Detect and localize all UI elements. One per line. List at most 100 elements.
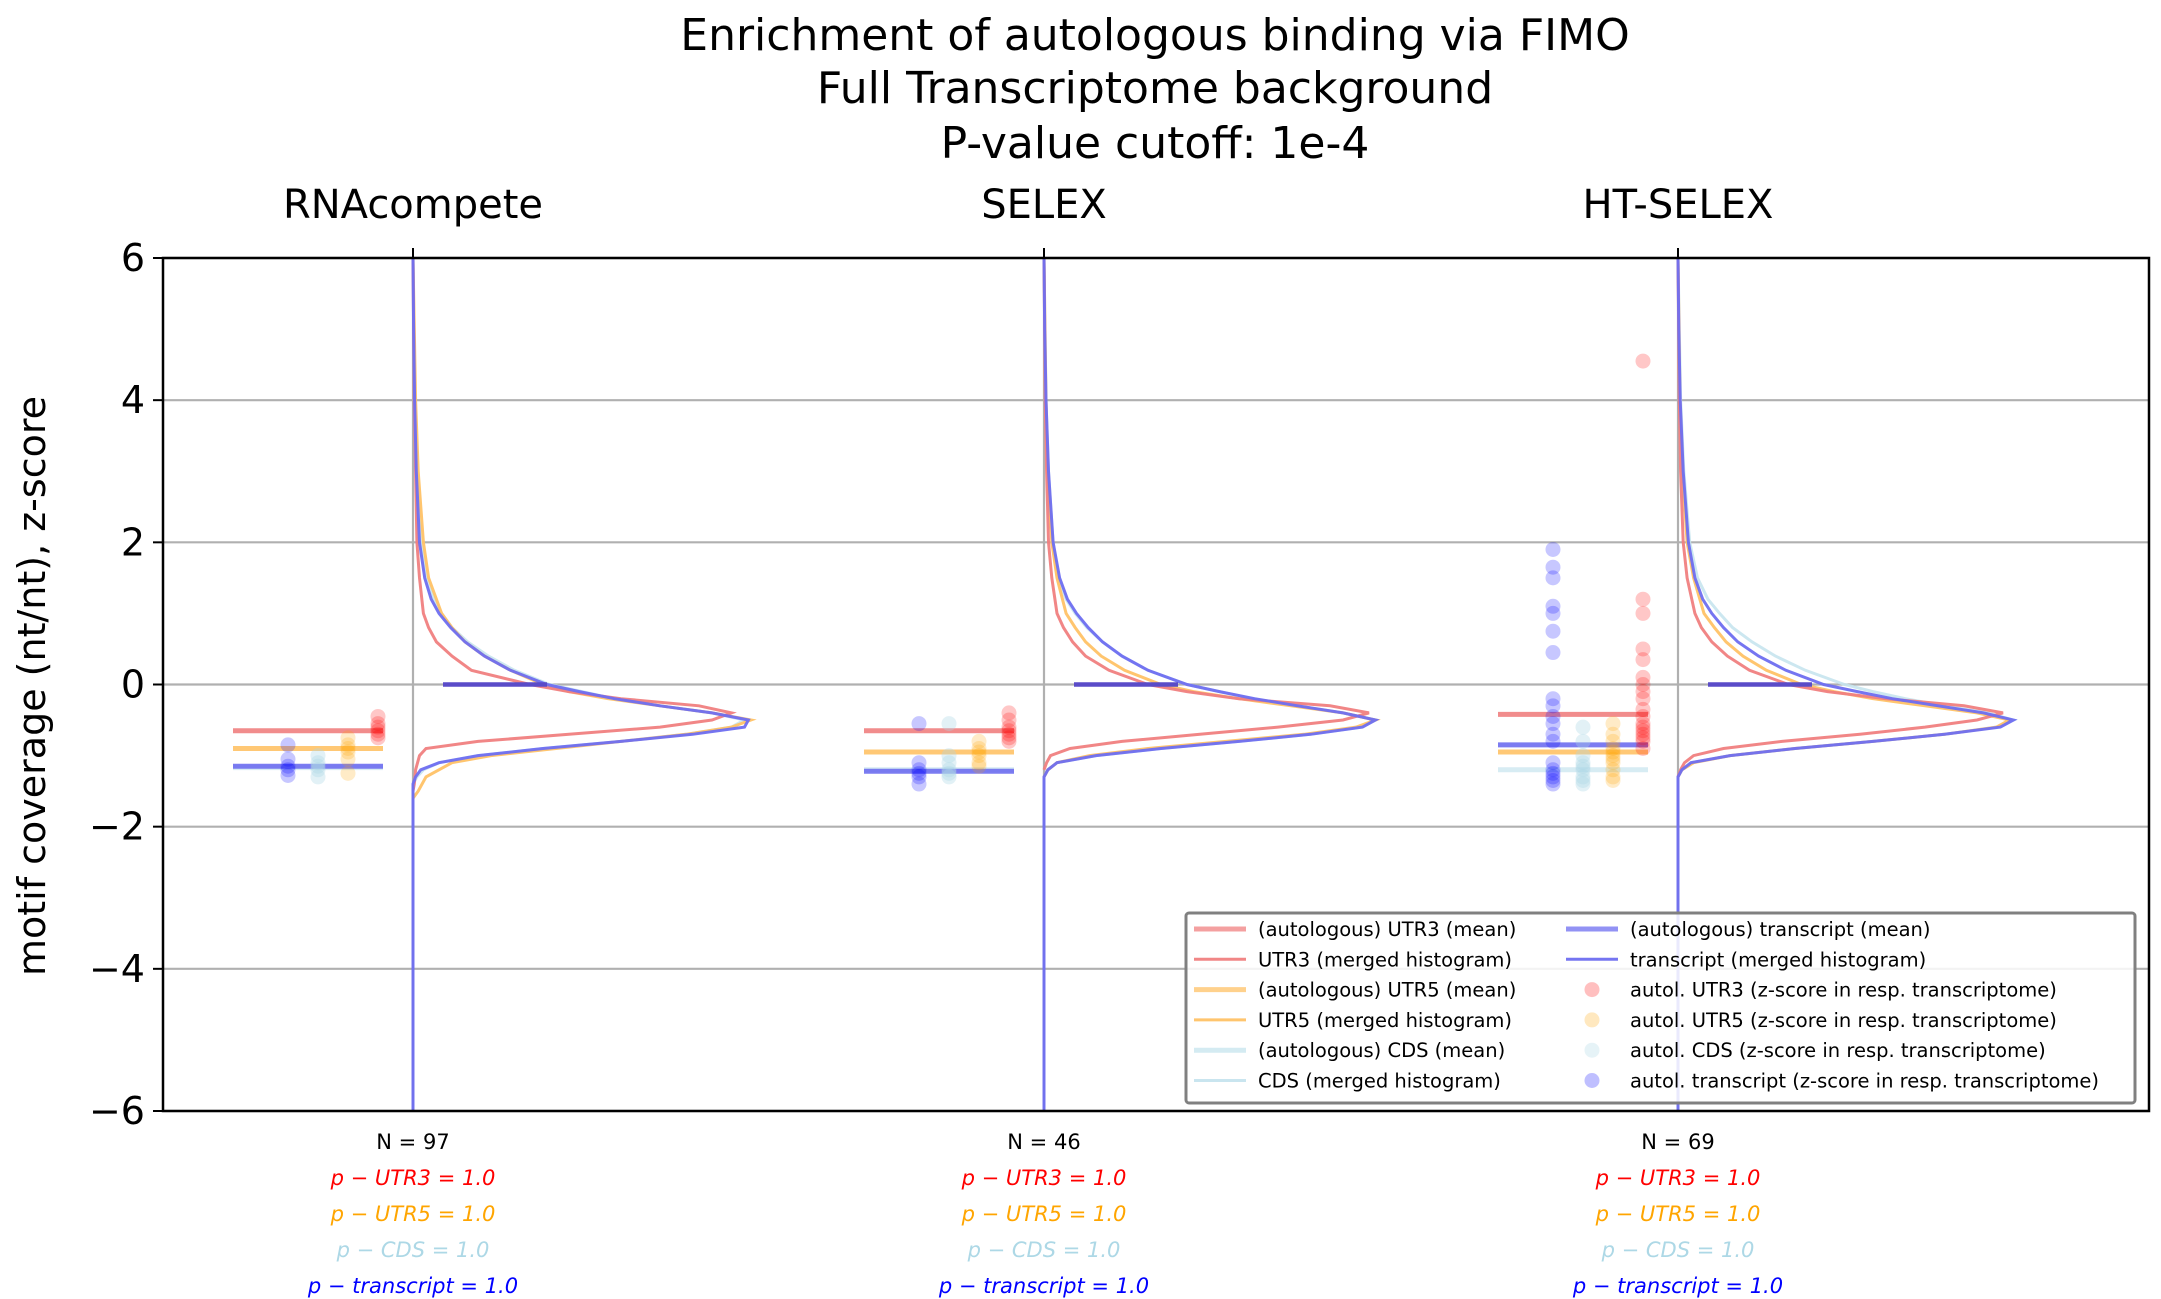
point-transcript — [1545, 726, 1561, 742]
legend-entry: (autologous) UTR5 (mean) — [1194, 979, 1516, 1002]
point-cds — [941, 762, 957, 778]
point-utr3 — [1635, 701, 1651, 717]
point-cds — [1575, 733, 1591, 749]
point-transcript — [1545, 755, 1561, 771]
point-cds — [1575, 719, 1591, 735]
p-value-transcript: p − transcript = 1.0 — [938, 1274, 1149, 1298]
legend-label: autol. UTR3 (z-score in resp. transcript… — [1630, 979, 2057, 1002]
title-line-2: Full Transcriptome background — [817, 63, 1493, 114]
group-label: SELEX — [981, 182, 1107, 228]
legend-marker-utr3 — [1584, 982, 1600, 998]
point-utr3 — [1635, 591, 1651, 607]
point-utr3 — [1001, 705, 1017, 721]
point-utr3 — [370, 708, 386, 724]
legend-label: (autologous) UTR5 (mean) — [1258, 979, 1516, 1002]
legend-entry: UTR3 (merged histogram) — [1194, 948, 1512, 971]
y-tick-label: 0 — [121, 663, 145, 707]
p-value-utr3: p − UTR3 = 1.0 — [1595, 1166, 1761, 1190]
point-transcript — [280, 737, 296, 753]
point-utr3 — [1001, 723, 1017, 739]
p-value-utr5: p − UTR5 = 1.0 — [961, 1202, 1127, 1226]
legend-label: autol. UTR5 (z-score in resp. transcript… — [1630, 1009, 2057, 1032]
point-utr3 — [1635, 716, 1651, 732]
legend-label: transcript (merged histogram) — [1630, 948, 1926, 971]
legend-label: CDS (merged histogram) — [1258, 1070, 1501, 1093]
point-cds — [941, 716, 957, 732]
point-utr5 — [1605, 726, 1621, 742]
point-utr3 — [1635, 740, 1651, 756]
point-transcript — [280, 767, 296, 783]
point-transcript — [1545, 570, 1561, 586]
point-cds — [1575, 758, 1591, 774]
point-utr3 — [1635, 708, 1651, 724]
point-cds — [941, 765, 957, 781]
p-value-cds: p − CDS = 1.0 — [967, 1238, 1121, 1262]
point-utr5 — [971, 755, 987, 771]
point-utr5 — [1605, 744, 1621, 760]
point-transcript — [280, 762, 296, 778]
group-labels: RNAcompete N = 97 p − UTR3 = 1.0 p − UTR5 =… — [283, 182, 1783, 1298]
p-value-utr5: p − UTR5 = 1.0 — [330, 1202, 496, 1226]
point-utr5 — [971, 748, 987, 764]
point-utr3 — [1001, 730, 1017, 746]
point-transcript — [1545, 762, 1561, 778]
point-cds — [310, 755, 326, 771]
plot-data — [233, 257, 2018, 1111]
point-transcript — [1545, 716, 1561, 732]
point-transcript — [911, 755, 927, 771]
point-utr3 — [1001, 712, 1017, 728]
legend-label: (autologous) UTR3 (mean) — [1258, 918, 1516, 941]
point-cds — [941, 769, 957, 785]
legend-marker-cds — [1584, 1042, 1600, 1058]
point-transcript — [1545, 559, 1561, 575]
legend-marker-utr5 — [1584, 1012, 1600, 1028]
point-transcript — [1545, 623, 1561, 639]
point-transcript — [911, 762, 927, 778]
point-transcript — [1545, 691, 1561, 707]
legend-entry: autol. transcript (z-score in resp. tran… — [1584, 1070, 2099, 1093]
point-cds — [1575, 762, 1591, 778]
p-value-utr3: p − UTR3 = 1.0 — [330, 1166, 496, 1190]
legend-label: UTR5 (merged histogram) — [1258, 1009, 1512, 1032]
n-label: N = 97 — [376, 1130, 449, 1154]
point-transcript — [1545, 645, 1561, 661]
point-utr5 — [340, 744, 356, 760]
group-rnacompete — [233, 257, 757, 1111]
point-transcript — [1545, 698, 1561, 714]
n-label: N = 69 — [1641, 1130, 1714, 1154]
point-transcript — [280, 758, 296, 774]
y-tick-label: −4 — [89, 947, 145, 991]
group-selex — [864, 257, 1381, 1111]
point-cds — [1575, 776, 1591, 792]
point-utr3 — [1001, 733, 1017, 749]
point-utr3 — [1635, 669, 1651, 685]
group-ht-selex — [1498, 257, 2018, 1111]
point-utr3 — [1635, 684, 1651, 700]
point-utr5 — [971, 733, 987, 749]
legend-box — [1184, 911, 2137, 1105]
point-cds — [310, 769, 326, 785]
title-line-1: Enrichment of autologous binding via FIM… — [680, 10, 1629, 61]
point-utr3 — [370, 723, 386, 739]
point-cds — [1575, 772, 1591, 788]
point-utr3 — [1635, 353, 1651, 369]
point-utr3 — [370, 719, 386, 735]
legend-entry: (autologous) UTR3 (mean) — [1194, 918, 1516, 941]
point-utr5 — [971, 744, 987, 760]
legend-label: autol. transcript (z-score in resp. tran… — [1630, 1070, 2099, 1093]
point-cds — [1575, 755, 1591, 771]
point-transcript — [1545, 708, 1561, 724]
point-cds — [1575, 769, 1591, 785]
point-utr5 — [1605, 740, 1621, 756]
point-transcript — [280, 751, 296, 767]
point-cds — [310, 748, 326, 764]
point-cds — [941, 755, 957, 771]
legend-label: UTR3 (merged histogram) — [1258, 948, 1512, 971]
legend: (autologous) UTR3 (mean) UTR3 (merged his… — [1184, 911, 2137, 1105]
point-utr5 — [340, 765, 356, 781]
p-value-transcript: p − transcript = 1.0 — [307, 1274, 518, 1298]
point-utr5 — [1605, 772, 1621, 788]
histogram-utr3 — [1676, 257, 2004, 778]
point-utr3 — [1635, 719, 1651, 735]
